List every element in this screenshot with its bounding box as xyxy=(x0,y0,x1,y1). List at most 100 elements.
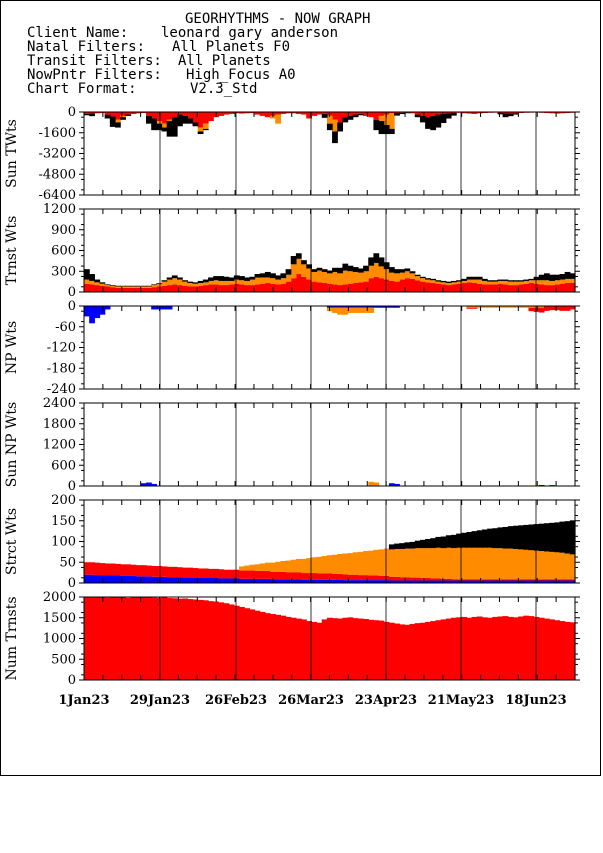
bar-p2-s3-9 xyxy=(130,285,137,287)
bar-p1-s2-47 xyxy=(326,115,333,124)
bar-p2-s1-84 xyxy=(518,284,524,292)
ylabel-p1: Sun TWts xyxy=(4,119,20,188)
bar-p5-s1-22 xyxy=(197,578,204,583)
bar-p6-s1-46 xyxy=(321,619,328,680)
bar-p2-s3-74 xyxy=(466,276,473,280)
bar-p5-s4-63 xyxy=(409,541,416,549)
bar-p2-s1-90 xyxy=(549,285,555,292)
bar-p1-s3-61 xyxy=(399,112,406,115)
bar-p2-s2-78 xyxy=(487,281,493,285)
bar-p2-s2-32 xyxy=(249,279,256,286)
bar-p6-s1-92 xyxy=(559,621,566,680)
bar-p5-s4-85 xyxy=(523,524,530,550)
bar-p5-s1-13 xyxy=(151,576,157,583)
bar-p2-s2-6 xyxy=(115,286,121,288)
bar-p2-s3-60 xyxy=(394,269,400,274)
bar-p6-s1-34 xyxy=(259,611,266,680)
bar-p6-s1-85 xyxy=(523,615,530,680)
bar-p1-s1-82 xyxy=(507,112,514,114)
bar-p1-s1-49 xyxy=(337,112,344,123)
bar-p5-s4-90 xyxy=(549,522,555,552)
bar-p1-s3-57 xyxy=(378,121,385,135)
bar-p2-s3-6 xyxy=(115,285,121,287)
bar-p5-s4-84 xyxy=(518,525,524,550)
bar-p2-s2-11 xyxy=(140,286,147,288)
bar-p2-s3-5 xyxy=(109,285,116,286)
bar-p6-s1-12 xyxy=(146,597,152,680)
bar-p2-s3-41 xyxy=(295,253,302,259)
ytick-label-p2-4: 0 xyxy=(68,285,76,300)
ylabel-p5: Strct Wts xyxy=(4,508,20,575)
bar-p2-s2-65 xyxy=(419,278,426,282)
bar-p2-s1-57 xyxy=(378,278,385,292)
bar-p6-s1-8 xyxy=(125,597,132,680)
bar-p5-s3-81 xyxy=(502,548,509,580)
bar-p6-s1-22 xyxy=(197,599,204,680)
bar-p5-s2-27 xyxy=(223,569,230,579)
bar-p2-s1-81 xyxy=(502,284,509,292)
bar-p5-s4-79 xyxy=(492,528,499,549)
bar-p2-s2-3 xyxy=(99,283,106,286)
bar-p2-s1-26 xyxy=(218,285,225,292)
bar-p3-s1-4 xyxy=(104,306,111,310)
bar-p5-s3-61 xyxy=(399,548,406,578)
bar-p1-s2-22 xyxy=(197,127,204,132)
bar-p6-s1-51 xyxy=(347,617,354,680)
bar-p5-s4-65 xyxy=(419,539,426,549)
bar-p3-s2-53 xyxy=(357,307,364,313)
bar-p2-s3-8 xyxy=(125,285,132,287)
bar-p1-s1-51 xyxy=(347,112,354,116)
bar-p5-s2-57 xyxy=(378,575,385,581)
bar-p2-s3-0 xyxy=(84,269,90,280)
ytick-label-p1-4: -6400 xyxy=(39,188,76,203)
bar-p2-s3-90 xyxy=(549,274,555,281)
bar-p1-s1-38 xyxy=(280,112,287,114)
bar-p5-s4-72 xyxy=(456,533,462,548)
bar-p1-s3-70 xyxy=(445,113,452,119)
bar-p5-s2-12 xyxy=(146,565,152,577)
ytick-label-p3-4: -240 xyxy=(47,382,76,397)
bar-p2-s1-4 xyxy=(104,286,111,292)
xtick-label-4: 23Apr23 xyxy=(355,693,417,708)
bar-p6-s1-79 xyxy=(492,616,499,680)
bar-p5-s2-1 xyxy=(89,562,95,575)
bar-p5-s3-92 xyxy=(559,552,566,580)
bar-p1-s3-1 xyxy=(89,113,95,117)
bar-p2-s2-46 xyxy=(321,271,328,284)
bar-p6-s1-45 xyxy=(316,622,323,680)
bar-p5-s3-84 xyxy=(518,549,524,580)
transit-filters-value: All Planets xyxy=(178,53,271,69)
bar-p6-s1-77 xyxy=(481,617,488,680)
bar-p1-s1-34 xyxy=(259,112,266,116)
bar-p3-s3-87 xyxy=(533,307,540,312)
bar-p5-s3-57 xyxy=(378,549,385,576)
bar-p2-s2-80 xyxy=(497,280,504,284)
bar-p5-s2-88 xyxy=(538,579,545,581)
bar-p5-s1-86 xyxy=(528,580,535,583)
bar-p6-s1-10 xyxy=(135,597,142,680)
bar-p1-s1-45 xyxy=(316,112,323,115)
bar-p2-s2-8 xyxy=(125,286,132,288)
bar-p5-s2-47 xyxy=(326,573,333,580)
bar-p6-s1-74 xyxy=(466,617,473,680)
bar-p5-s2-36 xyxy=(270,571,276,580)
bar-p1-s3-60 xyxy=(394,113,400,116)
bar-p5-s3-30 xyxy=(239,566,245,571)
bar-p2-s2-66 xyxy=(425,279,431,283)
bar-p2-s3-79 xyxy=(492,280,499,282)
bar-p6-s1-54 xyxy=(363,619,369,680)
bar-p3-s3-75 xyxy=(471,307,478,309)
bar-p5-s4-86 xyxy=(528,524,535,551)
bar-p5-s3-62 xyxy=(404,548,411,578)
bar-p2-s1-63 xyxy=(409,278,416,292)
bar-p6-s1-0 xyxy=(84,597,90,680)
bar-p6-s1-73 xyxy=(461,616,468,680)
bar-p2-s1-10 xyxy=(135,287,142,292)
bar-p5-s1-19 xyxy=(182,577,188,583)
bar-p6-s1-49 xyxy=(337,618,344,680)
bar-p1-s1-8 xyxy=(125,112,132,115)
bar-p2-s1-82 xyxy=(507,285,514,292)
bar-p2-s3-12 xyxy=(146,285,152,287)
bar-p5-s1-74 xyxy=(466,580,473,583)
bar-p2-s3-76 xyxy=(476,276,483,280)
